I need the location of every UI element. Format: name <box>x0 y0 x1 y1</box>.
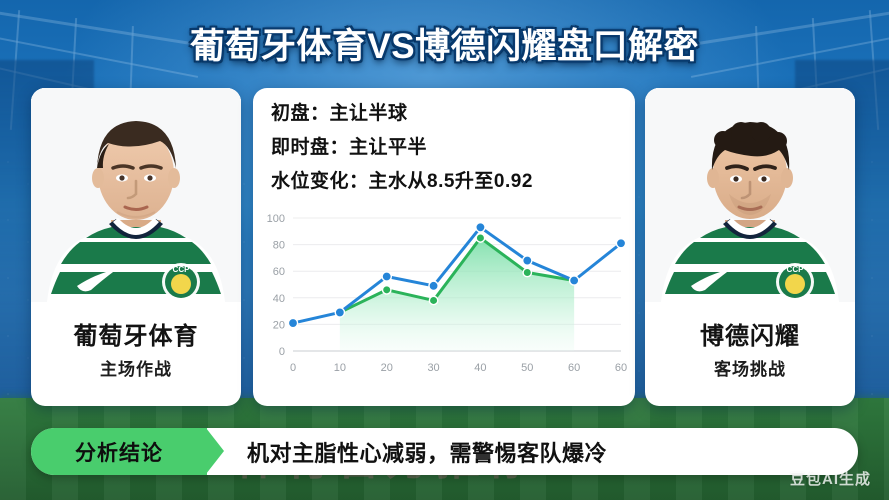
odds-value-waterlevel: 主水从8.5升至0.92 <box>368 171 533 192</box>
title-band: 葡萄牙体育VS博德闪耀盘口解密 <box>0 8 889 78</box>
odds-value-opening: 主让半球 <box>329 103 408 124</box>
svg-text:20: 20 <box>381 362 393 374</box>
away-player-photo: CCP <box>645 88 855 302</box>
svg-text:10: 10 <box>334 362 346 374</box>
svg-text:60: 60 <box>615 362 627 374</box>
page-title: 葡萄牙体育VS博德闪耀盘口解密 <box>189 26 700 66</box>
svg-text:80: 80 <box>273 240 285 252</box>
svg-text:CCP: CCP <box>173 265 191 274</box>
svg-text:CCP: CCP <box>787 265 805 274</box>
ai-watermark: 豆包AI生成 <box>789 471 871 488</box>
svg-text:40: 40 <box>474 362 486 374</box>
away-team-status: 客场挑战 <box>714 359 786 379</box>
odds-value-live: 主让平半 <box>349 137 428 158</box>
home-team-card[interactable]: CCP 葡萄牙体育 主场作战 <box>31 88 241 406</box>
svg-text:60: 60 <box>568 362 580 374</box>
svg-text:0: 0 <box>290 362 296 374</box>
odds-list: 初盘：主让半球 即时盘：主让平半 水位变化：主水从8.5升至0.92 <box>253 102 635 191</box>
home-team-status: 主场作战 <box>100 359 172 379</box>
away-team-name: 博德闪耀 <box>700 323 800 351</box>
svg-text:50: 50 <box>521 362 533 374</box>
home-team-name: 葡萄牙体育 <box>73 323 199 351</box>
odds-line-live: 即时盘：主让平半 <box>271 138 619 157</box>
conclusion-bar: 分析结论 机对主脂性心减弱，需警惕客队爆冷 <box>31 428 858 475</box>
odds-label-waterlevel: 水位变化： <box>271 171 369 192</box>
home-player-portrait-illustration: CCP <box>31 88 241 302</box>
away-team-card[interactable]: CCP 博德闪耀 客场挑战 <box>645 88 855 406</box>
odds-label-live: 即时盘： <box>271 137 350 158</box>
svg-text:30: 30 <box>427 362 439 374</box>
home-player-photo: CCP <box>31 88 241 302</box>
svg-text:0: 0 <box>279 346 285 358</box>
svg-text:20: 20 <box>273 319 285 331</box>
conclusion-tag-label: 分析结论 <box>75 441 163 465</box>
conclusion-tag: 分析结论 <box>31 428 224 475</box>
conclusion-text: 机对主脂性心减弱，需警惕客队爆冷 <box>247 440 608 466</box>
home-team-meta: 葡萄牙体育 主场作战 <box>31 302 241 406</box>
svg-text:60: 60 <box>273 266 285 278</box>
svg-text:40: 40 <box>273 293 285 305</box>
odds-and-chart-panel: 初盘：主让半球 即时盘：主让平半 水位变化：主水从8.5升至0.92 0 20 40… <box>253 88 635 406</box>
chart-svg: 0 20 40 60 80 100 0 10 20 30 40 50 60 60 <box>267 213 627 374</box>
odds-line-opening: 初盘：主让半球 <box>271 104 619 123</box>
svg-text:100: 100 <box>267 213 285 225</box>
away-player-portrait-illustration: CCP <box>645 88 855 302</box>
odds-line-waterlevel: 水位变化：主水从8.5升至0.92 <box>271 172 619 191</box>
odds-label-opening: 初盘： <box>271 103 330 124</box>
away-team-meta: 博德闪耀 客场挑战 <box>645 302 855 406</box>
odds-trend-chart: 0 20 40 60 80 100 0 10 20 30 40 50 60 60 <box>253 206 635 381</box>
